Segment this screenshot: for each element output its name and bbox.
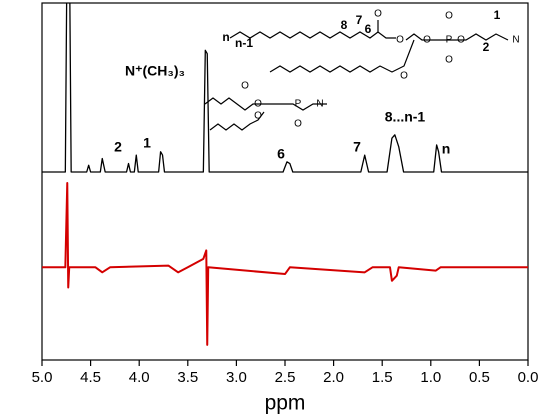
structure-label: O — [445, 11, 453, 22]
x-axis-label: ppm — [265, 392, 306, 415]
structure-label: n — [222, 30, 229, 44]
structure — [204, 20, 509, 131]
structure-label: O — [457, 35, 465, 46]
x-tick-label: 4.0 — [129, 369, 150, 386]
peak-label: 2 — [114, 139, 122, 155]
x-tick-label: 0.5 — [469, 369, 490, 386]
x-tick-label: 3.0 — [226, 369, 247, 386]
structure-label: P — [295, 99, 302, 110]
structure-label: 7 — [356, 13, 363, 27]
structure-label: N — [316, 99, 323, 110]
x-tick-label: 3.5 — [177, 369, 198, 386]
spectrum-line — [42, 3, 528, 173]
structure-label: N — [512, 35, 519, 46]
peak-label: 6 — [277, 146, 285, 162]
peak-label: 1 — [143, 135, 151, 151]
spectrum-line — [42, 182, 528, 346]
structure-label: O — [423, 35, 431, 46]
x-tick-label: 0.0 — [518, 369, 539, 386]
structure-label: O — [241, 81, 249, 92]
x-tick-label: 1.5 — [372, 369, 393, 386]
structure-label: O — [374, 9, 382, 20]
peak-label: 8...n-1 — [385, 109, 426, 125]
panel — [42, 3, 528, 173]
structure-label: 6 — [365, 22, 372, 36]
structure-label: P — [446, 35, 453, 46]
structure-label: 8 — [341, 18, 348, 32]
panel — [42, 182, 528, 346]
structure-label: O — [396, 35, 404, 46]
peak-label: N⁺(CH₃)₃ — [125, 63, 185, 79]
x-tick-label: 4.5 — [80, 369, 101, 386]
structure-label: O — [254, 111, 262, 122]
structure-label: O — [445, 55, 453, 66]
structure-label: 2 — [483, 40, 490, 54]
x-tick-label: 5.0 — [32, 369, 53, 386]
structure-label: O — [254, 99, 262, 110]
structure-label: 1 — [494, 8, 501, 22]
structure-label: O — [294, 119, 302, 130]
structure-label: n-1 — [235, 36, 253, 50]
peak-label: n — [442, 141, 451, 157]
x-tick-label: 2.0 — [323, 369, 344, 386]
plot-frame — [41, 2, 529, 361]
peak-label: 7 — [353, 139, 361, 155]
structure-label: O — [400, 71, 408, 82]
x-tick-label: 2.5 — [275, 369, 296, 386]
x-tick-label: 1.0 — [420, 369, 441, 386]
